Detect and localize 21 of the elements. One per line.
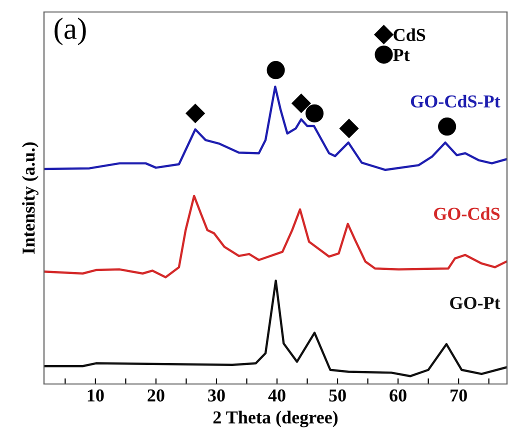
point [292, 94, 311, 113]
y-axis-title: Intensity (a.u.) [22, 142, 38, 254]
point [266, 61, 285, 80]
x-tick-label: 70 [450, 389, 467, 402]
x-tick-label: 10 [88, 389, 104, 402]
legend-label: Pt [393, 49, 410, 62]
text: GO-CdS-Pt [410, 94, 500, 108]
text: (a) [54, 18, 86, 46]
x-tick-label: 60 [390, 389, 406, 402]
x-tick-label: 40 [268, 389, 286, 402]
point [186, 104, 205, 123]
point [306, 104, 324, 122]
legend-label: CdS [394, 28, 426, 42]
series-label: GO-Pt [450, 296, 500, 310]
x-tick-label: 20 [148, 389, 164, 402]
text: GO-CdS [434, 207, 500, 220]
point [340, 118, 359, 138]
x-tick-label: 50 [329, 389, 346, 402]
x-axis-title: 2 Theta (degree) [213, 410, 338, 428]
x-tick-label: 30 [208, 389, 225, 402]
point [438, 118, 456, 136]
